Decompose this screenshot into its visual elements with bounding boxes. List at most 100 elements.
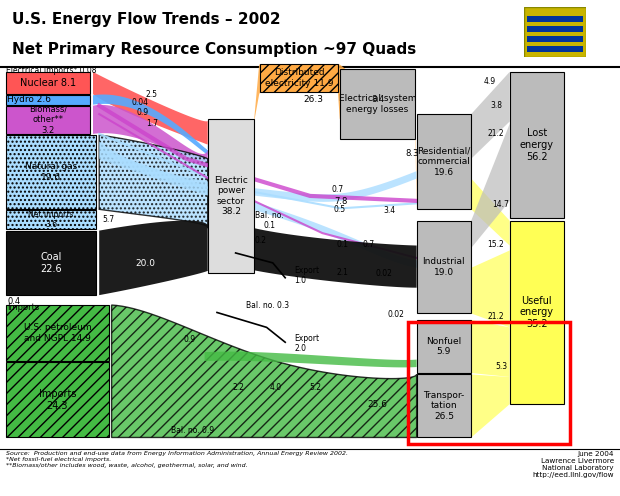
Bar: [6, 95, 90, 105]
Polygon shape: [93, 95, 210, 155]
Text: 0.4: 0.4: [7, 297, 20, 306]
Text: Hydro 2.6: Hydro 2.6: [7, 95, 51, 104]
Text: 21.2: 21.2: [488, 129, 504, 138]
Bar: [510, 72, 564, 218]
Text: 2.1: 2.1: [336, 268, 348, 277]
Polygon shape: [112, 305, 417, 437]
Text: Useful
energy
35.2: Useful energy 35.2: [520, 296, 554, 329]
Bar: [510, 221, 564, 404]
Text: 21.2: 21.2: [488, 312, 504, 321]
Text: Biomass/
other**
3.2: Biomass/ other** 3.2: [29, 105, 67, 135]
Bar: [408, 322, 570, 444]
Text: 0.9: 0.9: [136, 108, 149, 117]
Text: Bal. no. 0.9: Bal. no. 0.9: [170, 426, 214, 435]
Text: Nonfuel
5.9: Nonfuel 5.9: [427, 337, 461, 356]
Polygon shape: [254, 228, 417, 288]
Polygon shape: [471, 250, 510, 327]
Text: 0.1: 0.1: [336, 240, 348, 248]
Bar: [417, 374, 471, 437]
Text: 2.2: 2.2: [232, 383, 245, 392]
Polygon shape: [205, 352, 417, 368]
Bar: [527, 26, 583, 32]
Text: 4.0: 4.0: [270, 383, 282, 392]
Text: Electrical system
energy losses: Electrical system energy losses: [339, 94, 417, 114]
Text: 0.7: 0.7: [363, 240, 375, 248]
Bar: [6, 305, 108, 361]
Polygon shape: [415, 119, 417, 209]
Text: 5.3: 5.3: [495, 362, 507, 371]
Text: Imports
24.3: Imports 24.3: [38, 389, 76, 411]
Text: Industrial
19.0: Industrial 19.0: [423, 257, 465, 277]
Bar: [208, 119, 254, 273]
Text: 25.6: 25.6: [367, 400, 387, 409]
Bar: [417, 320, 471, 373]
Text: 7.8: 7.8: [334, 197, 348, 206]
Bar: [6, 362, 108, 437]
Polygon shape: [99, 135, 208, 228]
Polygon shape: [471, 320, 510, 377]
Text: 0.9: 0.9: [183, 335, 195, 344]
Text: U.S. petroleum
and NGPL 14.9: U.S. petroleum and NGPL 14.9: [24, 323, 91, 343]
Bar: [6, 72, 90, 94]
Text: 0.02: 0.02: [387, 310, 404, 319]
Polygon shape: [99, 141, 417, 202]
Text: 0.02: 0.02: [376, 269, 393, 278]
Polygon shape: [471, 179, 510, 246]
Polygon shape: [471, 374, 510, 437]
Polygon shape: [338, 64, 347, 124]
Polygon shape: [93, 105, 208, 161]
Text: Bal. no. 0.3: Bal. no. 0.3: [246, 301, 290, 310]
Bar: [527, 36, 583, 42]
Text: 26.3: 26.3: [303, 95, 323, 104]
Text: Natural gas
19.6: Natural gas 19.6: [25, 162, 78, 182]
Text: Distributed
electricity 11.9: Distributed electricity 11.9: [265, 68, 334, 88]
Text: 15.2: 15.2: [487, 240, 505, 248]
Text: Lost
energy
56.2: Lost energy 56.2: [520, 128, 554, 162]
Text: 4.9: 4.9: [484, 77, 496, 86]
Bar: [417, 221, 471, 313]
Text: 5.7: 5.7: [102, 215, 115, 224]
Text: Net imports
3.6: Net imports 3.6: [29, 210, 74, 230]
Text: Electrical imports* 0.08: Electrical imports* 0.08: [6, 66, 97, 75]
Bar: [6, 231, 96, 295]
Text: 0.5: 0.5: [333, 205, 345, 214]
Text: Electric
power
sector
38.2: Electric power sector 38.2: [214, 176, 248, 216]
Text: 8.3: 8.3: [405, 149, 419, 158]
Text: Transpor-
tation
26.5: Transpor- tation 26.5: [423, 391, 464, 421]
Text: 14.7: 14.7: [492, 200, 510, 209]
Text: 3.8: 3.8: [490, 101, 502, 110]
Bar: [340, 69, 415, 139]
Text: June 2004
Lawrence Livermore
National Laboratory
http://eed.llnl.gov/flow: June 2004 Lawrence Livermore National La…: [533, 451, 614, 478]
Text: Residential/
commercial
19.6: Residential/ commercial 19.6: [417, 147, 471, 177]
Text: Nuclear 8.1: Nuclear 8.1: [20, 78, 76, 88]
Polygon shape: [93, 72, 208, 145]
Text: 5.2: 5.2: [309, 383, 321, 392]
Bar: [527, 46, 583, 52]
Bar: [527, 16, 583, 22]
Text: 0.04: 0.04: [131, 98, 148, 107]
Text: Export
2.0: Export 2.0: [294, 333, 320, 353]
Polygon shape: [99, 221, 208, 295]
Text: 0.2: 0.2: [254, 236, 267, 245]
Text: Source:  Production and end-use data from Energy Information Administration, Ann: Source: Production and end-use data from…: [6, 451, 348, 468]
Polygon shape: [471, 124, 510, 248]
Text: Net Primary Resource Consumption ~97 Quads: Net Primary Resource Consumption ~97 Qua…: [12, 42, 417, 57]
Text: U.S. Energy Flow Trends – 2002: U.S. Energy Flow Trends – 2002: [12, 12, 281, 27]
Bar: [6, 135, 96, 209]
Bar: [417, 114, 471, 209]
Text: 1.7: 1.7: [146, 119, 158, 127]
Text: 0.7: 0.7: [332, 185, 344, 194]
Text: Coal
22.6: Coal 22.6: [40, 252, 62, 274]
Text: Bal. no.
0.1: Bal. no. 0.1: [255, 211, 284, 231]
Text: Imports: Imports: [7, 303, 40, 311]
Bar: [260, 64, 338, 92]
Text: Export
1.0: Export 1.0: [294, 265, 320, 285]
Text: 20.0: 20.0: [136, 259, 156, 268]
Bar: [6, 106, 90, 134]
Polygon shape: [471, 72, 510, 159]
Text: 8.4: 8.4: [371, 95, 385, 104]
Text: 2.5: 2.5: [146, 90, 158, 99]
Bar: [6, 210, 96, 229]
Text: 3.4: 3.4: [383, 206, 396, 215]
Polygon shape: [99, 149, 417, 268]
